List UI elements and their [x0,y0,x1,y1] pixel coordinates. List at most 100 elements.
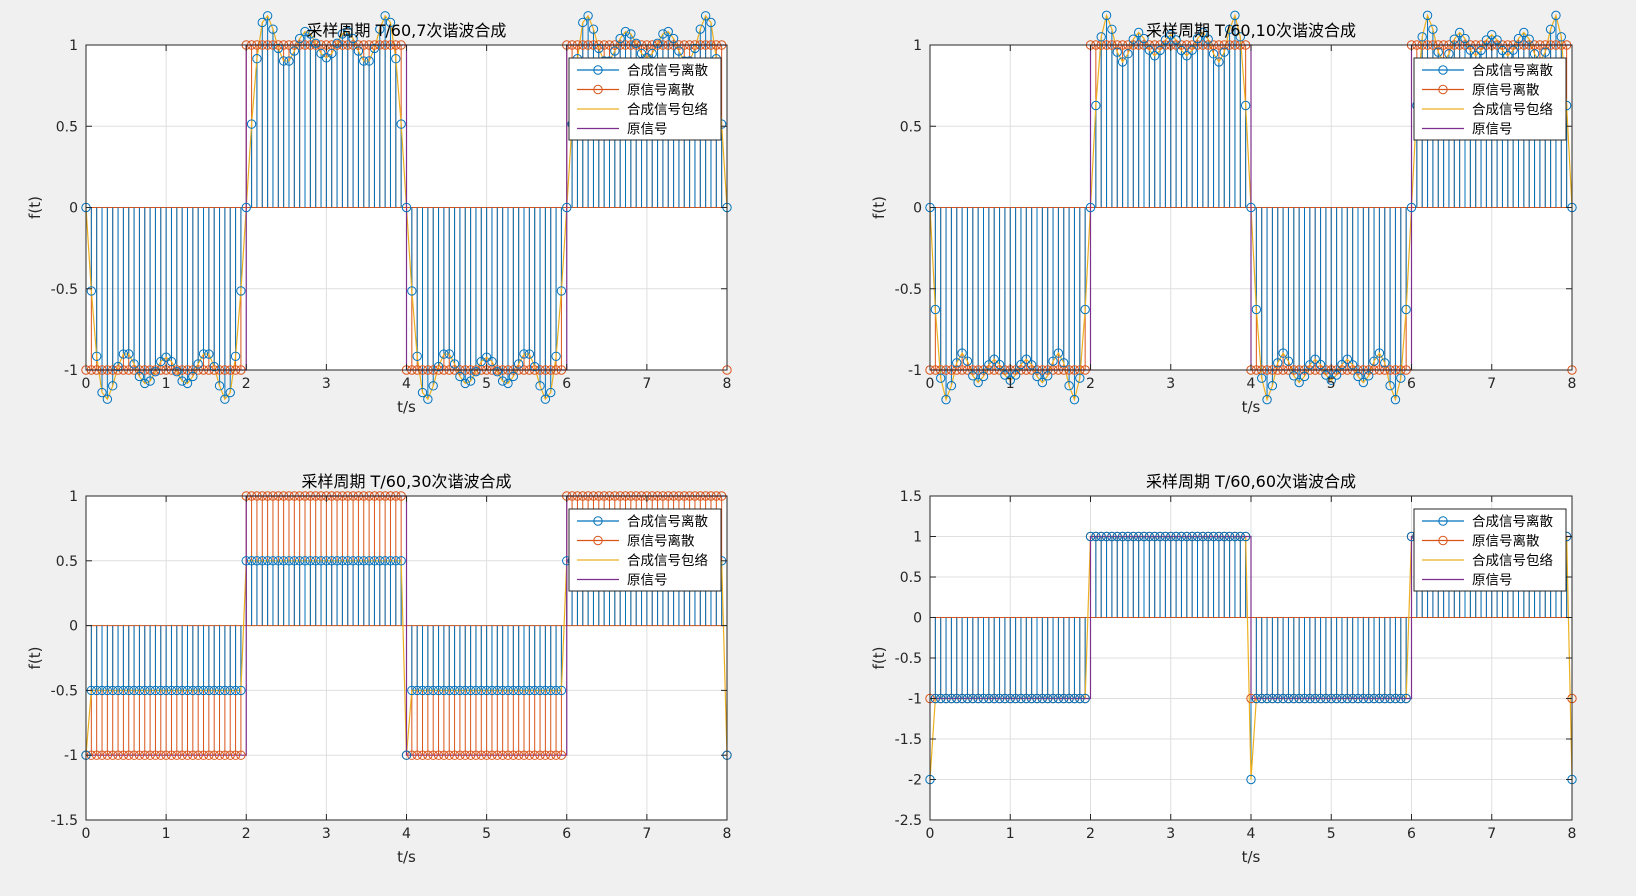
marker-original [236,750,246,760]
marker-composite [407,286,417,296]
marker-composite [385,556,396,566]
x-tick-label: 0 [82,376,91,392]
marker-original [161,750,171,760]
marker-composite [1176,45,1187,56]
y-tick-label: 0 [913,201,922,217]
marker-composite [588,24,599,34]
marker-composite [321,556,332,566]
marker-composite [1364,371,1374,381]
marker-composite [294,33,305,44]
x-tick-label: 7 [642,826,651,842]
marker-composite [1289,371,1299,381]
original-line [86,44,727,371]
marker-composite [1101,531,1112,542]
marker-composite [471,366,481,377]
marker-composite [156,685,166,696]
marker-composite [1390,693,1401,704]
legend-swatch-marker [593,535,603,546]
marker-composite [1010,370,1021,380]
marker-composite [1310,354,1320,364]
marker-original [497,750,508,760]
marker-original [108,750,118,760]
marker-original [487,750,497,760]
y-tick-label: -0.5 [895,282,922,298]
marker-composite [1396,373,1406,383]
marker-composite [396,119,406,129]
marker-composite [1235,531,1246,542]
legend-swatch-marker [593,516,603,526]
marker-composite [353,46,364,56]
marker-composite [952,358,962,368]
marker-composite [1187,531,1197,542]
marker-composite [530,685,540,696]
marker-composite [1540,47,1550,57]
marker-original [556,750,567,760]
marker-original [124,750,134,760]
marker-composite [1144,531,1155,542]
marker-composite [1117,531,1128,542]
marker-composite [1262,693,1272,704]
marker-composite [668,33,679,44]
marker-composite [1085,531,1096,542]
marker-composite [1299,371,1310,382]
marker-composite [1182,51,1192,61]
marker-composite [695,24,705,34]
marker-composite [978,371,989,382]
y-tick-label: 1 [913,530,922,546]
marker-original [102,750,113,760]
marker-composite [1417,32,1427,42]
chart-title: 采样周期 T/60,60次谐波合成 [1146,472,1356,491]
marker-composite [1465,45,1476,55]
marker-composite [1150,51,1160,61]
marker-composite [984,360,994,370]
marker-original [177,750,187,760]
marker-composite [193,359,203,369]
marker-original [225,750,235,760]
legend-label: 原信号离散 [1472,82,1540,99]
marker-original [150,750,161,760]
marker-composite [1262,394,1272,405]
x-tick-label: 6 [1407,376,1416,392]
marker-composite [1000,370,1010,380]
marker-composite [433,685,444,696]
original-line [930,44,1572,371]
marker-composite [278,56,289,66]
marker-composite [198,349,209,359]
marker-original [91,750,102,760]
x-tick-label: 6 [562,826,571,842]
y-tick-label: 0.5 [900,570,922,586]
marker-composite [1294,693,1304,704]
marker-original [172,750,182,760]
marker-composite [257,556,267,566]
marker-composite [396,556,406,566]
x-tick-label: 8 [1568,826,1577,842]
marker-composite [658,29,668,39]
marker-composite [449,685,460,696]
marker-composite [1037,377,1048,388]
marker-composite [246,556,257,566]
marker-composite [455,371,465,382]
legend-swatch-marker [593,84,603,95]
chart-title: 采样周期 T/60,30次谐波合成 [301,472,511,491]
marker-composite [1187,45,1197,55]
marker-composite [1305,693,1315,704]
marker-composite [626,29,636,39]
marker-original [182,750,193,760]
marker-composite [145,376,155,386]
marker-composite [1267,693,1278,704]
marker-original [113,750,123,760]
y-axis-label: f(t) [870,647,888,670]
marker-composite [652,38,663,49]
x-tick-label: 1 [1006,826,1015,842]
marker-composite [936,693,946,704]
marker-composite [519,349,529,359]
x-tick-label: 1 [1006,376,1015,392]
marker-composite [284,556,294,566]
marker-composite [989,693,999,704]
y-axis-label: f(t) [870,196,888,219]
marker-composite [1449,34,1460,44]
marker-composite [1347,360,1358,370]
marker-original [412,750,422,760]
marker-composite [193,685,203,696]
marker-composite [1032,693,1042,704]
